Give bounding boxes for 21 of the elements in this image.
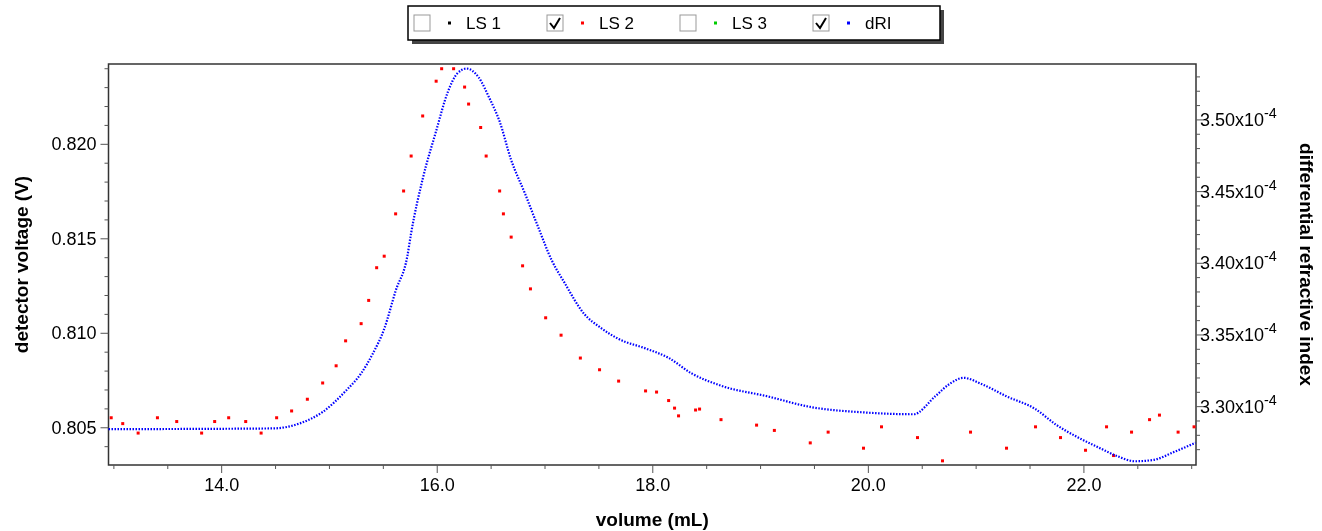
y2-tick-label: 3.45x10$^{-4}$ <box>1200 176 1277 202</box>
y-tick-label: 0.810 <box>51 323 97 344</box>
x-tick-label: 16.0 <box>419 475 455 495</box>
x-tick-label: 22.0 <box>1066 475 1102 495</box>
legend-label: dRI <box>865 14 892 33</box>
x-tick-label: 20.0 <box>850 475 886 495</box>
x-axis-title: volume (mL) <box>595 509 709 530</box>
y2-tick-label: 3.50x10$^{-4}$ <box>1200 104 1277 130</box>
y-tick-label: 0.805 <box>51 417 97 438</box>
x-tick-label: 18.0 <box>635 475 671 495</box>
y2-tick-label: 3.35x10$^{-4}$ <box>1200 319 1277 345</box>
legend-label: LS 2 <box>599 14 634 33</box>
y2-tick-label: 3.40x10$^{-4}$ <box>1200 248 1277 274</box>
y2-tick-label: 3.30x10$^{-4}$ <box>1200 391 1277 417</box>
legend-label: LS 3 <box>732 14 767 33</box>
y-tick-label: 0.820 <box>51 134 97 155</box>
y2-axis-title: differential refractive index <box>1296 143 1317 387</box>
y-axis-title: detector voltage (V) <box>11 175 32 354</box>
legend-label: LS 1 <box>466 14 501 33</box>
y-tick-label: 0.815 <box>51 228 97 249</box>
x-tick-label: 14.0 <box>204 475 240 495</box>
